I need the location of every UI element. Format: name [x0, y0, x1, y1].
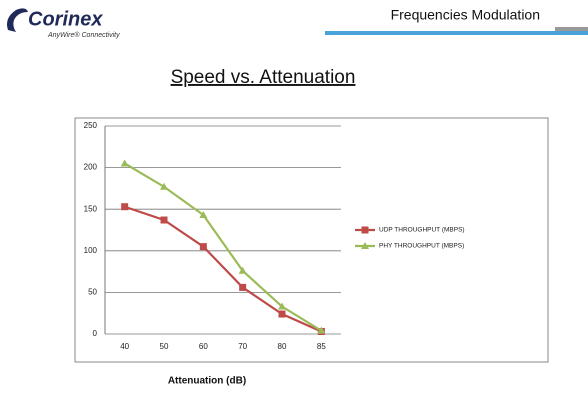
data-point — [317, 326, 326, 334]
x-tick-label: 60 — [199, 342, 208, 351]
logo-mark — [7, 8, 28, 32]
data-point — [238, 266, 247, 274]
y-tick-label: 200 — [84, 163, 98, 172]
legend-marker — [361, 226, 369, 234]
x-tick-label: 50 — [160, 342, 169, 351]
legend-marker — [361, 242, 369, 249]
series-line — [124, 162, 322, 332]
y-tick-label: 0 — [93, 329, 98, 338]
legend-label: UDP THROUGHPUT (MBPS) — [379, 227, 465, 234]
y-tick-label: 250 — [84, 121, 98, 130]
header-rule — [325, 31, 588, 35]
data-point — [239, 283, 247, 291]
data-point — [160, 182, 168, 190]
x-tick-label: 70 — [238, 342, 247, 351]
series-line — [124, 205, 322, 333]
header-rule-accent — [555, 27, 588, 31]
y-tick-label: 100 — [84, 246, 98, 255]
data-point — [160, 216, 168, 224]
x-tick-label: 40 — [120, 342, 129, 351]
logo-name: Corinex — [28, 8, 103, 30]
x-axis-label: Attenuation (dB) — [168, 376, 246, 387]
data-point — [120, 159, 129, 167]
data-point — [199, 243, 207, 251]
data-point — [278, 302, 286, 310]
chart-title: Speed vs. Attenuation — [171, 67, 356, 88]
data-point — [121, 203, 129, 211]
slide-title: Frequencies Modulation — [391, 7, 540, 23]
chart-frame — [74, 117, 549, 363]
x-tick-label: 85 — [317, 342, 326, 351]
y-tick-label: 150 — [84, 204, 98, 213]
data-point — [278, 310, 286, 318]
legend-label: PHY THROUGHPUT (MBPS) — [379, 243, 464, 250]
data-point — [199, 211, 208, 219]
y-tick-label: 50 — [88, 288, 97, 297]
logo-tagline: AnyWire® Connectivity — [47, 31, 120, 39]
x-tick-label: 80 — [278, 342, 287, 351]
